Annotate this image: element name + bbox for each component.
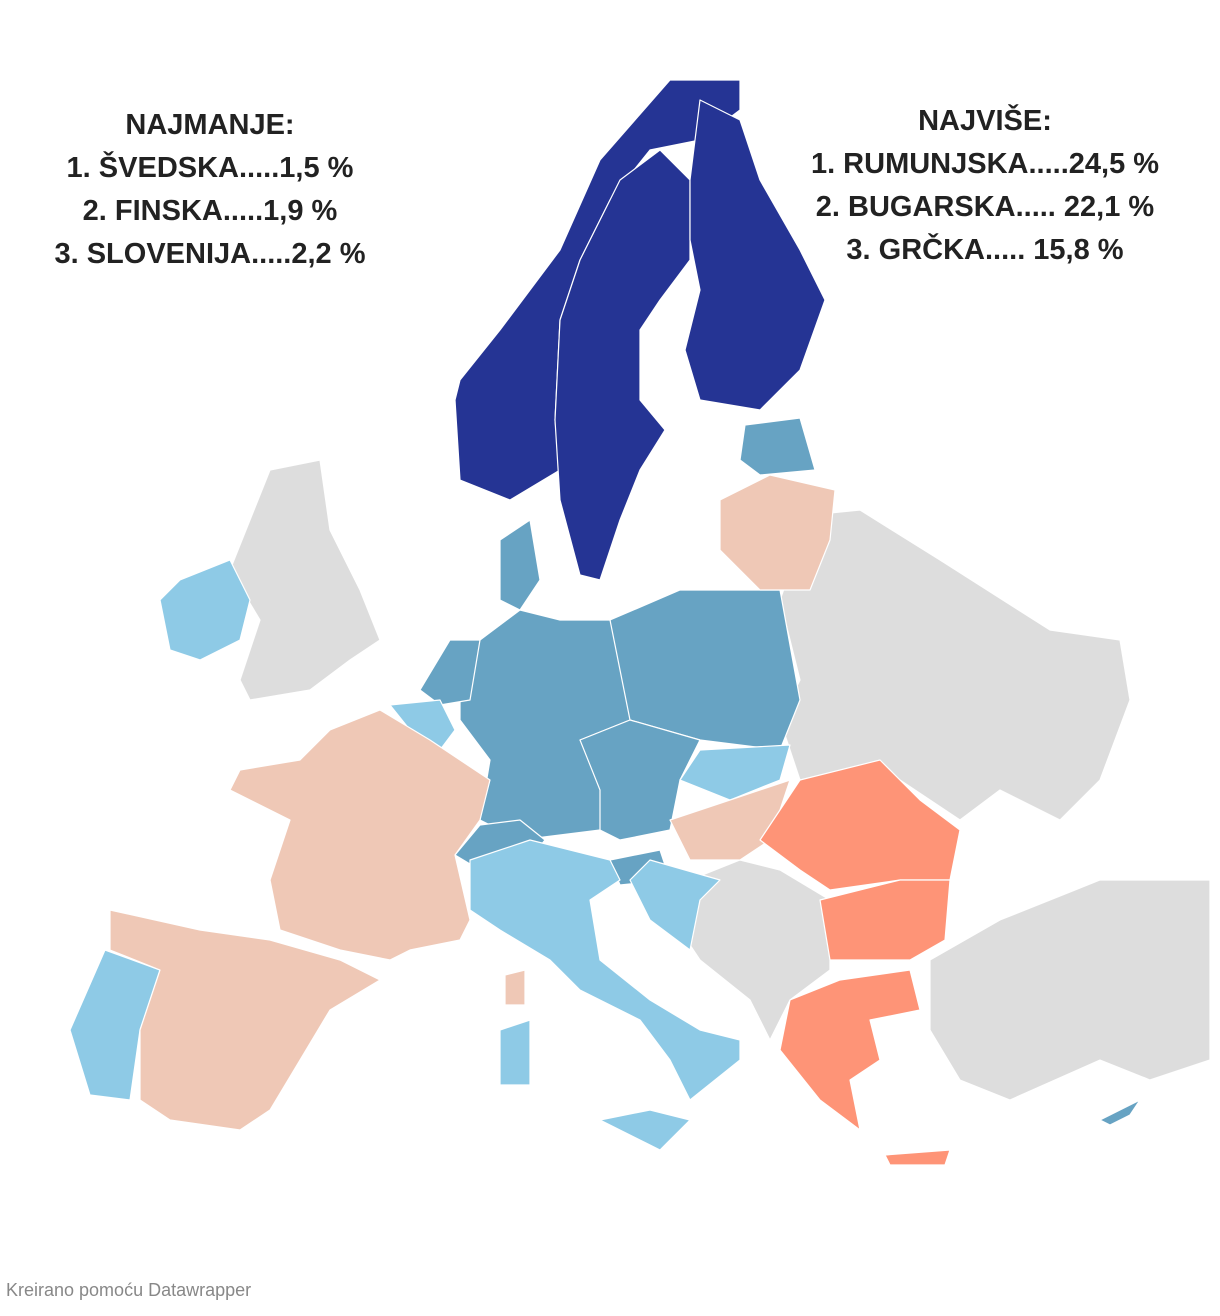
note-heading: NAJVIŠE:	[918, 105, 1052, 137]
note-line: 3. GRČKA..... 15,8 %	[846, 234, 1124, 266]
dark-blue-countries	[454, 79, 826, 581]
note-line: 1. RUMUNJSKA.....24,5 %	[810, 148, 1160, 180]
note-line: 2. FINSKA.....1,9 %	[82, 195, 338, 227]
light-blue-countries	[69, 559, 791, 1151]
least-note: NAJMANJE: 1. ŠVEDSKA.....1,5 % 2. FINSKA…	[10, 104, 410, 276]
peach-countries	[109, 474, 836, 1131]
note-line: 3. SLOVENIJA.....2,2 %	[54, 238, 366, 270]
gray-countries	[229, 459, 1211, 1101]
note-heading: NAJMANJE:	[125, 109, 295, 141]
note-line: 1. ŠVEDSKA.....1,5 %	[66, 152, 354, 184]
salmon-countries	[759, 759, 961, 1166]
note-line: 2. BUGARSKA..... 22,1 %	[815, 191, 1155, 223]
most-note: NAJVIŠE: 1. RUMUNJSKA.....24,5 % 2. BUGA…	[765, 100, 1205, 272]
footer: Kreirano pomoću Datawrapper	[6, 1280, 252, 1300]
